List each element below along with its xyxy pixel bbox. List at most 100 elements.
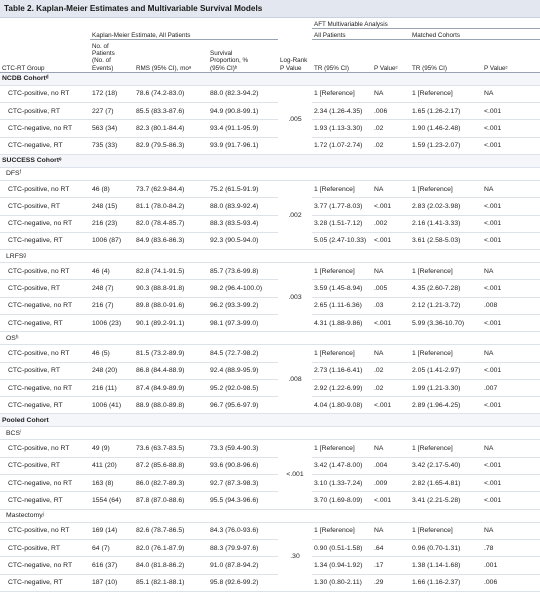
tr-all-cell: 3.10 (1.33-7.24) xyxy=(312,474,373,493)
rms-cell: 82.8 (74.1-91.5) xyxy=(134,262,208,281)
patients-cell: 216 (23) xyxy=(90,215,134,233)
patients-cell: 46 (5) xyxy=(90,344,134,363)
patients-cell: 1554 (64) xyxy=(90,491,134,510)
table-row: CTC-positive, RT 411 (20) 87.2 (85.6-88.8)… xyxy=(0,457,540,476)
table-row: CTC-negative, no RT 216 (7) 89.8 (88.0-91.… xyxy=(0,297,540,315)
group-cell: CTC-positive, RT xyxy=(0,539,90,558)
patients-cell: 248 (15) xyxy=(90,197,134,216)
pvalue-matched-cell: <.001 xyxy=(482,362,540,380)
col-survival-header: Survival Proportion, % (95% CI)ᵇ xyxy=(208,39,278,73)
pvalue-all-cell: .02 xyxy=(372,379,411,398)
tr-all-cell: 1.72 (1.07-2.74) xyxy=(312,137,373,155)
survival-cell: 92.3 (90.5-94.0) xyxy=(208,232,278,251)
table-row: CTC-negative, RT 1006 (23) 90.1 (89.2-91.1… xyxy=(0,314,540,333)
col-pvalue-all-header: P Valueᶜ xyxy=(372,39,411,73)
table-row: CTC-negative, RT 1006 (41) 88.9 (88.0-89.8… xyxy=(0,396,540,415)
cohort-ncdb: NCDB Cohortᵈ xyxy=(0,72,540,86)
cohort-success: SUCCESS Cohortᵉ xyxy=(0,154,540,168)
pvalue-matched-cell: .006 xyxy=(482,574,540,592)
tr-all-cell: 5.05 (2.47-10.33) xyxy=(312,232,373,251)
tr-all-cell: 1 [Reference] xyxy=(312,85,373,104)
pvalue-all-cell: <.001 xyxy=(372,197,411,216)
group-cell: CTC-negative, RT xyxy=(0,314,90,333)
table-header: AFT Multivariable Analysis Kaplan-Meier … xyxy=(0,18,540,73)
pvalue-all-cell: .64 xyxy=(372,539,411,558)
pvalue-all-cell: NA xyxy=(372,180,411,199)
patients-cell: 735 (33) xyxy=(90,137,134,155)
tr-matched-cell: 1 [Reference] xyxy=(410,344,483,363)
subgroup-os: OSʰ xyxy=(0,331,540,346)
pvalue-matched-cell: <.001 xyxy=(482,119,540,138)
rms-cell: 82.9 (79.5-86.3) xyxy=(134,137,208,155)
patients-cell: 1006 (41) xyxy=(90,396,134,415)
tr-all-cell: 1 [Reference] xyxy=(312,180,373,199)
tr-matched-cell: 0.96 (0.70-1.31) xyxy=(410,539,483,558)
patients-cell: 163 (8) xyxy=(90,474,134,493)
rms-cell: 82.0 (78.4-85.7) xyxy=(134,215,208,233)
pvalue-all-cell: .002 xyxy=(372,215,411,233)
tr-all-cell: 1.34 (0.94-1.92) xyxy=(312,556,373,575)
pvalue-matched-cell: <.001 xyxy=(482,232,540,251)
rms-cell: 84.9 (83.6-86.3) xyxy=(134,232,208,251)
group-cell: CTC-negative, no RT xyxy=(0,297,90,315)
table-row: CTC-positive, no RT 46 (8) 73.7 (62.9-84.4… xyxy=(0,180,540,251)
patients-cell: 248 (20) xyxy=(90,362,134,380)
pvalue-matched-cell: .001 xyxy=(482,556,540,575)
tr-matched-cell: 4.35 (2.60-7.28) xyxy=(410,279,483,298)
tr-matched-cell: 1 [Reference] xyxy=(410,180,483,199)
table-row: CTC-positive, RT 64 (7) 82.0 (76.1-87.9) 88… xyxy=(0,539,540,558)
tr-all-cell: 1 [Reference] xyxy=(312,262,373,281)
table-row: CTC-negative, no RT 163 (8) 86.0 (82.7-89.… xyxy=(0,474,540,493)
table-row: CTC-negative, RT 187 (10) 85.1 (82.1-88.1)… xyxy=(0,574,540,592)
tr-matched-cell: 2.82 (1.65-4.81) xyxy=(410,474,483,493)
pvalue-matched-cell: <.001 xyxy=(482,474,540,493)
survival-cell: 84.5 (72.7-98.2) xyxy=(208,344,278,363)
pvalue-matched-cell: <.001 xyxy=(482,396,540,415)
tr-matched-cell: 1.38 (1.14-1.68) xyxy=(410,556,483,575)
patients-cell: 216 (11) xyxy=(90,379,134,398)
rms-cell: 82.3 (80.1-84.4) xyxy=(134,119,208,138)
rms-cell: 86.0 (82.7-89.3) xyxy=(134,474,208,493)
group-cell: CTC-positive, no RT xyxy=(0,180,90,199)
survival-cell: 96.2 (93.3-99.2) xyxy=(208,297,278,315)
logrank-cell: .008 xyxy=(278,344,313,415)
all-patients-header: All Patients xyxy=(312,28,411,40)
rms-cell: 89.8 (88.0-91.6) xyxy=(134,297,208,315)
subgroup-mastectomy: Mastectomyʲ xyxy=(0,509,540,523)
table-title: Table 2. Kaplan-Meier Estimates and Mult… xyxy=(0,0,540,18)
tr-all-cell: 1 [Reference] xyxy=(312,439,373,458)
table-row: CTC-negative, RT 1554 (64) 87.8 (87.0-88.6… xyxy=(0,491,540,510)
pvalue-matched-cell: <.001 xyxy=(482,314,540,333)
patients-cell: 616 (37) xyxy=(90,556,134,575)
survival-cell: 94.9 (90.8-99.1) xyxy=(208,102,278,121)
table-row: CTC-negative, no RT 616 (37) 84.0 (81.8-86… xyxy=(0,556,540,575)
tr-matched-cell: 2.12 (1.21-3.72) xyxy=(410,297,483,315)
patients-cell: 248 (7) xyxy=(90,279,134,298)
pvalue-all-cell: .03 xyxy=(372,297,411,315)
rms-cell: 90.3 (88.8-91.8) xyxy=(134,279,208,298)
subgroup-label: LRFSᵍ xyxy=(0,249,540,264)
table-row: CTC-negative, no RT 216 (23) 82.0 (78.4-85… xyxy=(0,215,540,233)
group-cell: CTC-negative, RT xyxy=(0,574,90,592)
tr-all-cell: 2.92 (1.22-6.99) xyxy=(312,379,373,398)
rms-cell: 90.1 (89.2-91.1) xyxy=(134,314,208,333)
survival-table: AFT Multivariable Analysis Kaplan-Meier … xyxy=(0,18,540,592)
group-cell: CTC-positive, no RT xyxy=(0,262,90,281)
matched-cohorts-header: Matched Cohorts xyxy=(410,28,540,40)
subgroup-lrfs: LRFSᵍ xyxy=(0,249,540,264)
tr-matched-cell: 3.61 (2.58-5.03) xyxy=(410,232,483,251)
table-row: CTC-negative, RT 1006 (87) 84.9 (83.6-86.3… xyxy=(0,232,540,251)
patients-cell: 563 (34) xyxy=(90,119,134,138)
subgroup-label: BCSⁱ xyxy=(0,426,540,441)
group-cell: CTC-negative, no RT xyxy=(0,556,90,575)
tr-matched-cell: 1.65 (1.26-2.17) xyxy=(410,102,483,121)
tr-all-cell: 1.93 (1.13-3.30) xyxy=(312,119,373,138)
patients-cell: 227 (7) xyxy=(90,102,134,121)
tr-matched-cell: 2.83 (2.02-3.98) xyxy=(410,197,483,216)
tr-all-cell: 3.59 (1.45-8.94) xyxy=(312,279,373,298)
pvalue-all-cell: NA xyxy=(372,344,411,363)
pvalue-all-cell: .009 xyxy=(372,474,411,493)
rms-cell: 81.5 (73.2-89.9) xyxy=(134,344,208,363)
pvalue-all-cell: <.001 xyxy=(372,396,411,415)
tr-matched-cell: 5.99 (3.36-10.70) xyxy=(410,314,483,333)
